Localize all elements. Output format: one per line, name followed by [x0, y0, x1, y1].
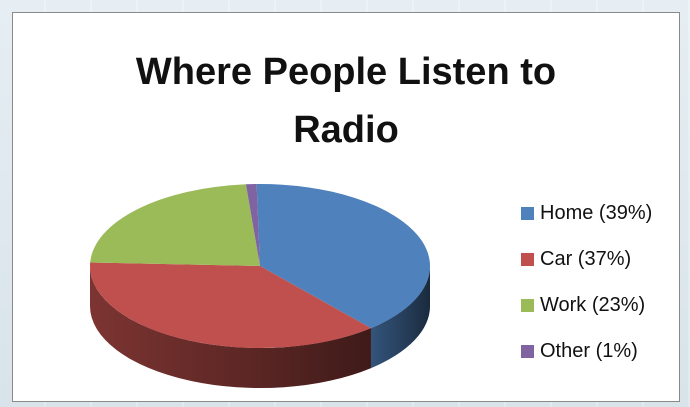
pie-side-shade [370, 266, 430, 369]
legend-item-car: Car (37%) [521, 247, 681, 271]
pie-tops [89, 184, 431, 348]
legend-label: Car (37%) [540, 247, 632, 270]
pie-slice-other [245, 184, 260, 266]
legend-label: Home (39%) [540, 201, 653, 224]
legend-item-other: Other (1%) [521, 339, 681, 363]
pie-chart [89, 184, 431, 388]
chart-title: Where People Listen to Radio [135, 51, 557, 151]
legend-label: Other (1%) [540, 339, 638, 362]
legend-item-work: Work (23%) [521, 293, 681, 317]
pie-slice-car [89, 262, 371, 348]
legend-swatch [521, 252, 534, 266]
chart-area: Where People Listen to Radio Home (39%) Ca… [12, 12, 680, 402]
legend-swatch [521, 344, 534, 358]
pie-side-shade [90, 266, 371, 388]
pie-slice-home [256, 184, 431, 329]
legend-swatch [521, 206, 534, 220]
pie-slice-work [90, 184, 260, 266]
legend-item-home: Home (39%) [521, 201, 681, 225]
pie-sides [90, 266, 430, 388]
legend-swatch [521, 298, 534, 312]
legend: Home (39%) Car (37%) Work (23%) Other (1%) [521, 201, 681, 385]
legend-label: Work (23%) [540, 293, 646, 316]
